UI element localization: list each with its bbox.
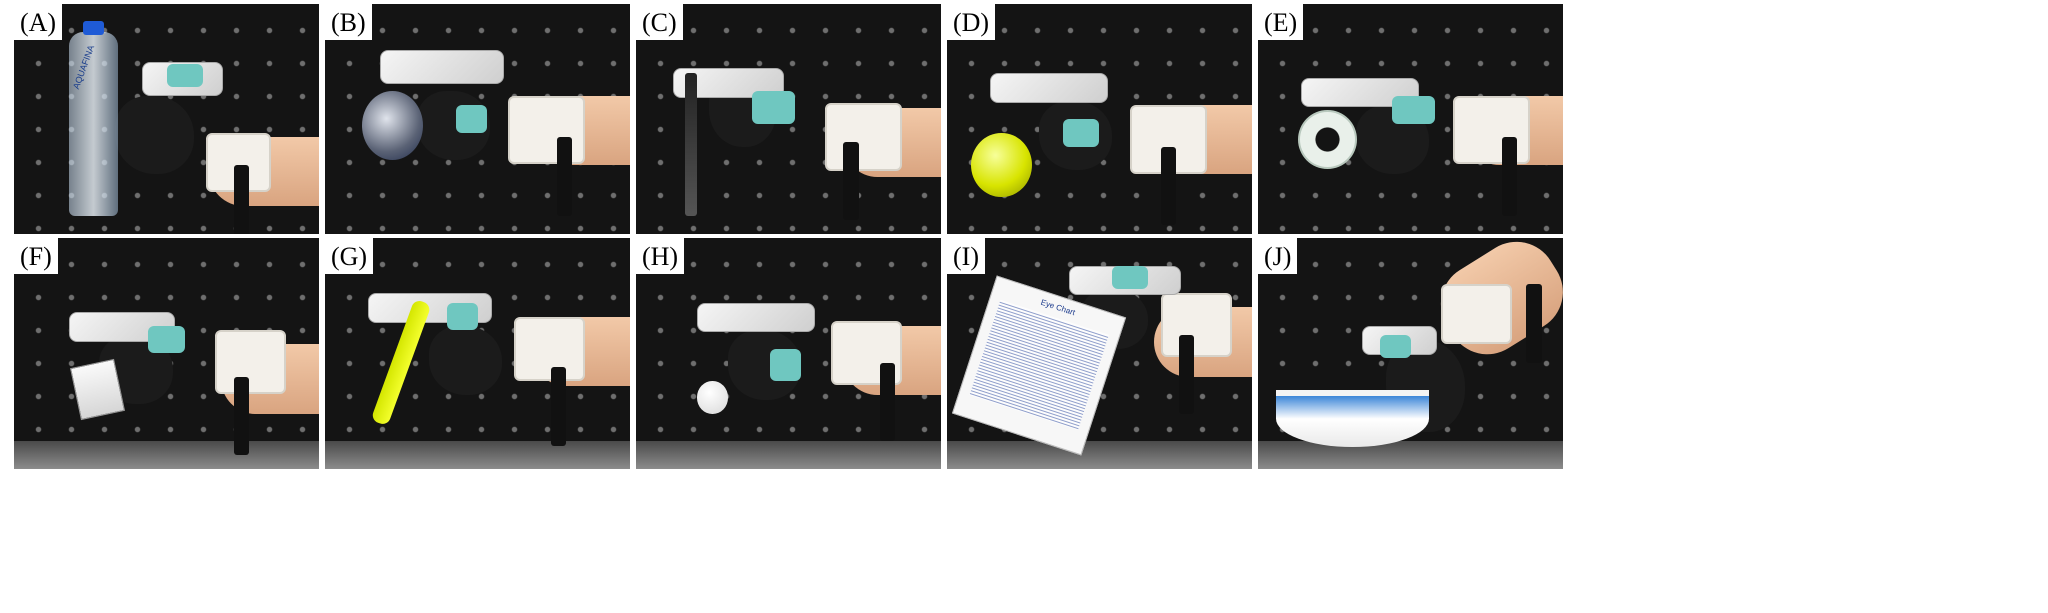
actuator: [456, 105, 487, 133]
bowl: [1276, 390, 1429, 448]
tape-roll: [1297, 109, 1357, 169]
aluminum-can: [361, 91, 423, 161]
control-box: [1160, 293, 1232, 358]
panel-label: (E): [1258, 4, 1304, 40]
actuator: [1392, 96, 1435, 124]
panel-g: (G): [325, 238, 630, 469]
arm-strap: [1526, 284, 1542, 363]
panel-label: (B): [325, 4, 372, 40]
arm-strap: [1160, 146, 1176, 225]
control-box: [508, 96, 586, 165]
panel-d: (D): [947, 4, 1252, 234]
actuator: [770, 348, 801, 382]
arm-strap: [233, 376, 249, 456]
arm-strap: [880, 362, 896, 442]
panel-label: (F): [14, 238, 58, 274]
panel-label: (A): [14, 4, 63, 40]
actuator: [166, 63, 204, 87]
tennis-ball: [971, 132, 1033, 198]
actuator: [1111, 265, 1149, 289]
actuator: [447, 302, 478, 331]
panel-label: (G): [325, 238, 374, 274]
panel-e: (E): [1258, 4, 1563, 234]
water-bottle: AQUAFINA: [68, 20, 118, 216]
arm-strap: [1178, 335, 1195, 414]
control-box: [1453, 96, 1531, 165]
actuator: [1062, 119, 1100, 147]
panel-b: (B): [325, 4, 630, 234]
panel-label: (C): [636, 4, 683, 40]
arm-strap: [1502, 137, 1518, 216]
panel-label: (J): [1258, 238, 1298, 274]
panel-h: (H): [636, 238, 941, 469]
table-surface: [1258, 441, 1563, 469]
table-surface: [947, 441, 1252, 469]
control-box: [206, 132, 272, 192]
exoskeleton-frame: [697, 302, 815, 333]
actuator: [751, 91, 795, 124]
panel-c: (C): [636, 4, 941, 234]
control-box: [1441, 284, 1513, 344]
panel-label: (H): [636, 238, 685, 274]
panel-f: (F): [14, 238, 319, 469]
panel-i: Eye Chart (I): [947, 238, 1252, 469]
table-surface: [14, 441, 319, 469]
actuator: [1380, 335, 1411, 359]
exoskeleton-frame: [1300, 77, 1419, 108]
panel-label: (I): [947, 238, 985, 274]
actuator: [148, 325, 185, 354]
control-box: [825, 102, 903, 172]
table-surface: [325, 441, 630, 469]
bottle-cap: [82, 20, 105, 36]
arm-strap: [550, 367, 566, 446]
control-box: [514, 316, 586, 381]
glove: [428, 325, 502, 396]
arm-strap: [556, 137, 573, 216]
bottle-brand-text: AQUAFINA: [70, 43, 97, 91]
panel-a: AQUAFINA (A): [14, 4, 319, 234]
panel-j: (J): [1258, 238, 1563, 469]
control-box: [215, 330, 287, 395]
glove: [114, 96, 194, 175]
ping-pong-ball: [697, 381, 728, 414]
arm-strap: [233, 165, 249, 234]
arm-strap: [843, 142, 859, 221]
exoskeleton-frame: [379, 50, 504, 85]
panel-label: (D): [947, 4, 996, 40]
exoskeleton-frame: [989, 73, 1108, 103]
table-surface: [636, 441, 941, 469]
marker-pen: [684, 73, 697, 216]
